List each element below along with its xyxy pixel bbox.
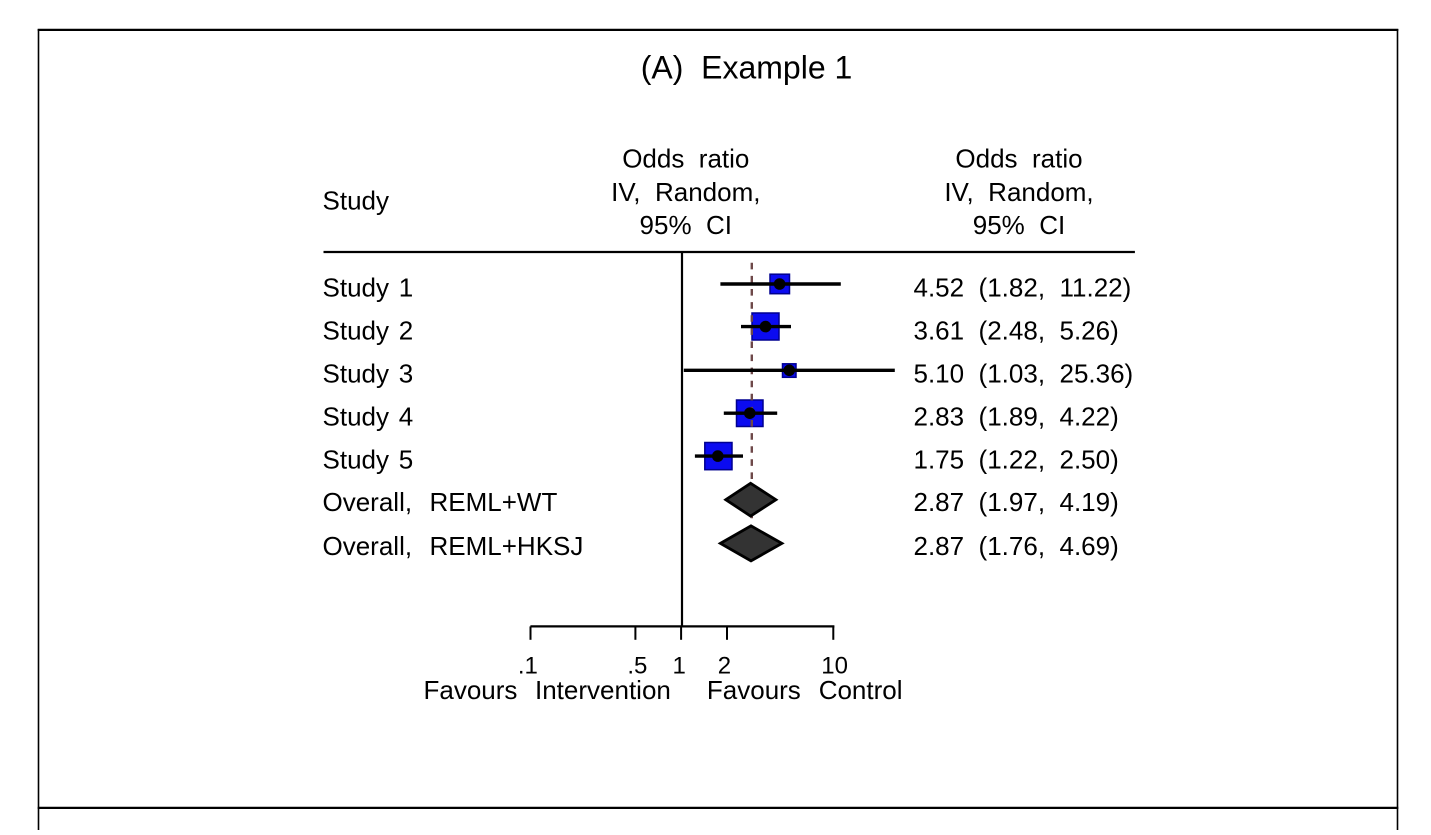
svg-text:Odds ratio: Odds ratio (622, 144, 749, 174)
svg-text:Favours: Favours (424, 675, 518, 705)
svg-text:10: 10 (821, 653, 848, 680)
svg-text:IV, Random,: IV, Random, (611, 177, 760, 207)
svg-text:5.10 (1.03, 25.36): 5.10 (1.03, 25.36) (914, 358, 1134, 388)
svg-text:Overall,REML+HKSJ: Overall, REML+HKSJ (323, 531, 584, 561)
svg-text:2.87 (1.76, 4.69): 2.87 (1.76, 4.69) (914, 531, 1119, 561)
svg-text:2: 2 (718, 653, 731, 680)
svg-text:Study: Study (323, 186, 390, 216)
svg-text:Favours: Favours (707, 675, 801, 705)
svg-text:3.61 (2.48, 5.26): 3.61 (2.48, 5.26) (914, 315, 1119, 345)
svg-text:Intervention: Intervention (535, 675, 671, 705)
svg-text:Overall,REML+WT: Overall, REML+WT (323, 487, 558, 517)
svg-text:2.87 (1.97, 4.19): 2.87 (1.97, 4.19) (914, 487, 1119, 517)
svg-text:1.75 (1.22, 2.50): 1.75 (1.22, 2.50) (914, 444, 1119, 474)
svg-text:.5: .5 (627, 653, 647, 680)
svg-text:2.83 (1.89, 4.22): 2.83 (1.89, 4.22) (914, 401, 1119, 431)
svg-text:95% CI: 95% CI (973, 210, 1066, 240)
svg-text:95% CI: 95% CI (640, 210, 733, 240)
svg-text:.1: .1 (518, 653, 538, 680)
svg-text:IV, Random,: IV, Random, (944, 177, 1093, 207)
svg-text:1: 1 (673, 653, 686, 680)
svg-text:4.52 (1.82, 11.22): 4.52 (1.82, 11.22) (914, 272, 1132, 302)
svg-text:Odds ratio: Odds ratio (955, 144, 1082, 174)
svg-text:(A) Example 1: (A) Example 1 (641, 50, 853, 86)
svg-text:Control: Control (819, 675, 903, 705)
